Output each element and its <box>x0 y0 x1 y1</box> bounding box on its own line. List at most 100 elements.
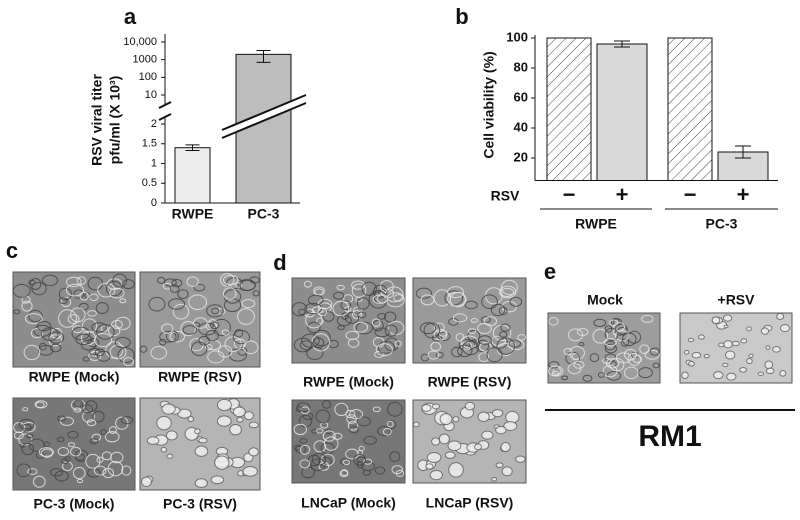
group-label: PC-3 <box>706 216 738 232</box>
image-label: RWPE (RSV) <box>428 374 512 390</box>
cell <box>374 466 386 475</box>
cell <box>425 463 434 470</box>
y-tick-label: 0.5 <box>142 177 157 189</box>
cell <box>16 463 32 478</box>
cell <box>347 338 360 348</box>
bar <box>667 37 713 181</box>
cell <box>311 452 327 466</box>
y-tick-label: 60 <box>514 89 528 104</box>
cell <box>33 475 46 488</box>
cell <box>605 358 620 369</box>
bar <box>546 37 592 181</box>
cell <box>161 403 176 415</box>
cell <box>481 294 498 310</box>
cell <box>24 313 43 325</box>
cell <box>92 410 105 423</box>
cell <box>349 409 363 420</box>
cell <box>342 459 351 466</box>
cell <box>64 456 71 462</box>
cell <box>681 371 689 380</box>
cell <box>478 352 490 363</box>
cell <box>589 353 600 363</box>
cell <box>72 466 86 480</box>
cell <box>757 371 765 377</box>
cell <box>491 477 498 482</box>
cell <box>119 298 127 304</box>
cell <box>89 438 99 444</box>
cell <box>88 347 100 356</box>
cell <box>293 423 308 436</box>
y-tick-label: 1000 <box>133 54 157 66</box>
cell <box>333 291 345 300</box>
cell <box>389 451 401 462</box>
cell <box>160 446 167 453</box>
cell <box>433 329 447 341</box>
cell <box>148 296 166 312</box>
y-axis-label: pfu/ml (X 10³) <box>107 76 123 165</box>
cell <box>495 462 504 468</box>
cell <box>194 428 201 435</box>
cell <box>104 431 120 443</box>
image-label: Mock <box>587 292 623 308</box>
cell <box>43 441 51 447</box>
cell <box>437 331 451 342</box>
cell <box>464 300 478 310</box>
cell <box>620 338 630 347</box>
cell <box>156 415 172 431</box>
cell <box>210 475 225 485</box>
cell <box>597 372 605 378</box>
cell <box>198 437 208 444</box>
cell <box>229 424 242 436</box>
cell <box>340 300 352 311</box>
cell <box>76 276 87 286</box>
cell <box>70 307 86 323</box>
cell <box>91 322 107 333</box>
cell <box>295 445 307 454</box>
cell <box>372 319 384 332</box>
cell <box>420 294 435 306</box>
image-label: LNCaP (Mock) <box>301 495 396 511</box>
cell <box>122 279 135 290</box>
cell <box>26 433 34 439</box>
cell <box>503 421 518 432</box>
cell <box>419 322 437 335</box>
cell <box>39 342 47 351</box>
cell <box>444 451 456 459</box>
cell <box>57 436 65 443</box>
cell <box>375 343 393 357</box>
cell <box>30 328 44 339</box>
cell <box>237 346 248 356</box>
cell <box>515 455 526 463</box>
x-tick-label: + <box>737 182 750 207</box>
cell <box>81 404 94 414</box>
cell <box>444 290 464 306</box>
cell <box>239 279 256 292</box>
cell <box>332 432 343 440</box>
cell <box>435 351 444 359</box>
cell <box>632 355 643 363</box>
cell <box>604 338 617 347</box>
cell <box>241 299 256 309</box>
cell <box>374 350 385 358</box>
cell <box>109 287 125 299</box>
cell <box>169 284 180 293</box>
cell <box>578 342 585 347</box>
cell <box>764 360 774 370</box>
cell <box>150 346 168 360</box>
cell <box>12 283 31 298</box>
cell <box>293 337 312 353</box>
cell <box>299 340 314 351</box>
cell <box>214 455 230 470</box>
cell <box>501 279 518 296</box>
cell <box>60 296 72 308</box>
cell <box>57 447 70 456</box>
cell <box>112 273 128 288</box>
image-label: RWPE (RSV) <box>158 369 242 385</box>
cell <box>232 406 246 418</box>
cell <box>361 281 377 296</box>
micrograph <box>139 271 261 368</box>
cell <box>299 444 311 455</box>
cell <box>209 321 220 330</box>
cell <box>467 328 477 334</box>
